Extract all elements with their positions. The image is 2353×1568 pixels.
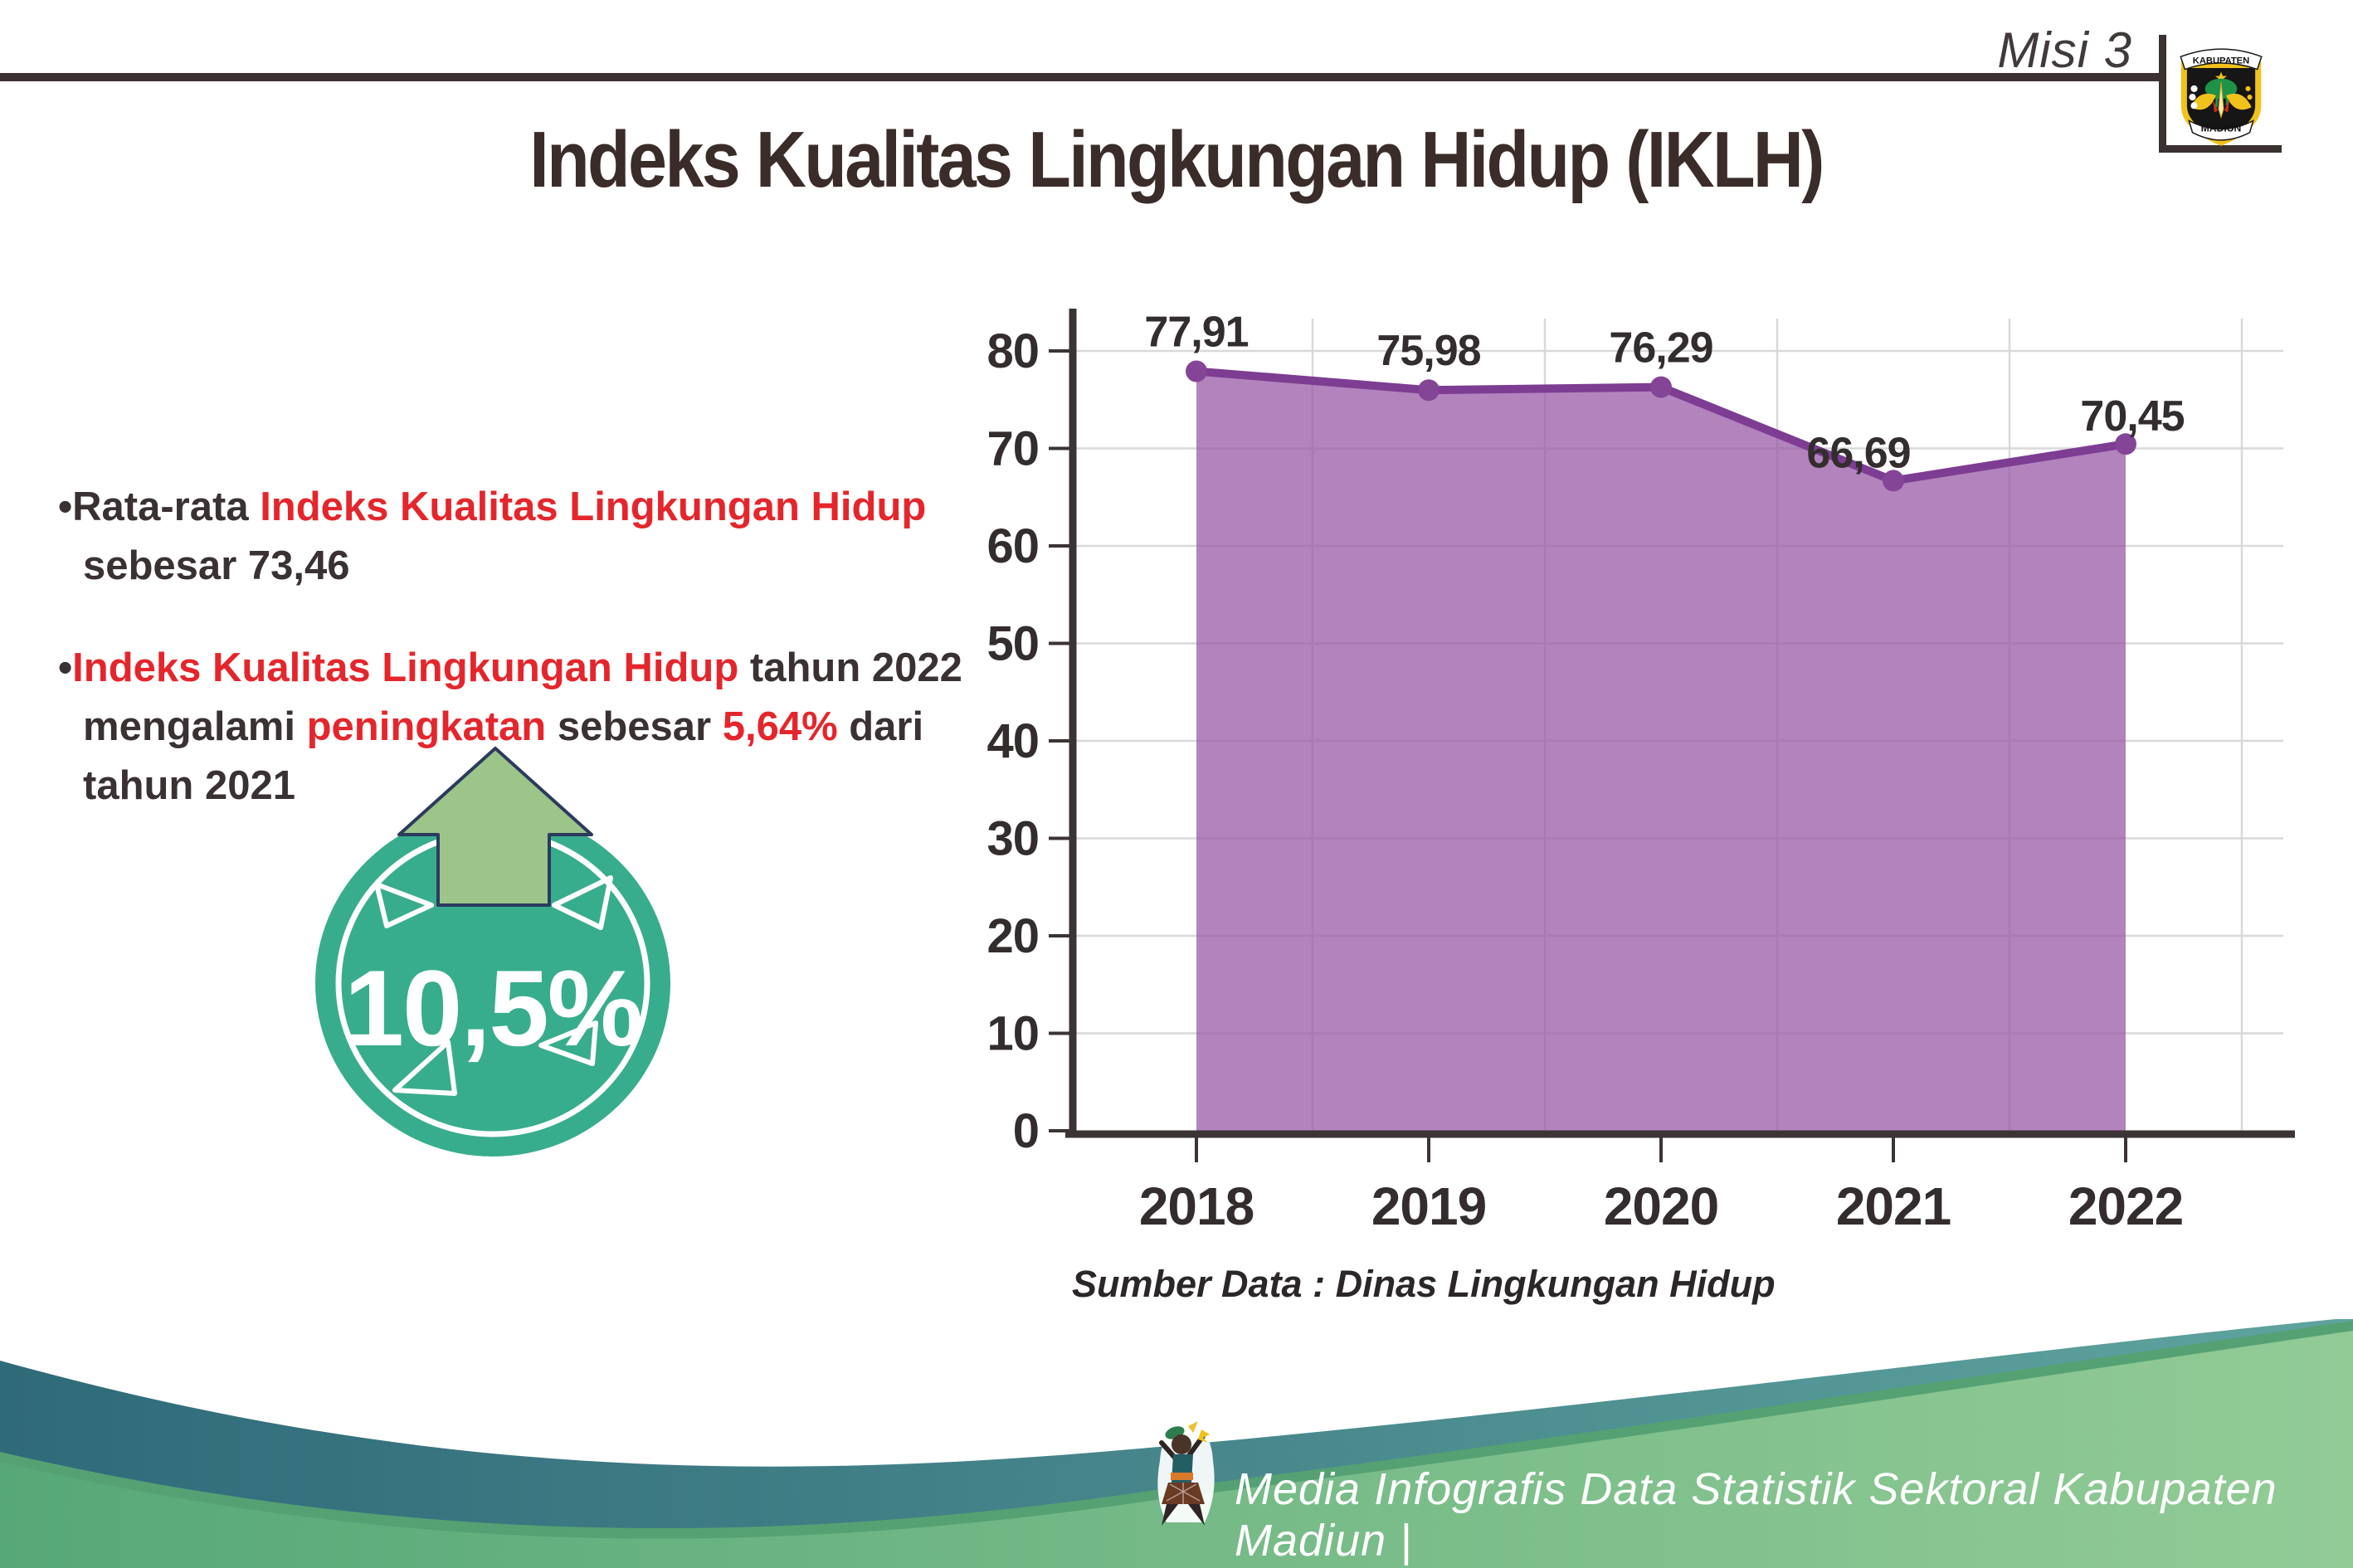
svg-text:2020: 2020: [1604, 1176, 1718, 1236]
header-rule: [0, 73, 2162, 81]
logo-top-banner: KABUPATEN: [2193, 56, 2249, 66]
insight-increase: •Indeks Kualitas Lingkungan Hidup tahun …: [58, 645, 962, 809]
svg-text:70: 70: [987, 422, 1039, 476]
svg-text:77,91: 77,91: [1144, 309, 1248, 357]
logo-bottom-banner: MADIUN: [2201, 123, 2242, 134]
iklh-area-chart: 0 10 20 30 40 50 60 70 80 2018 2019 2020 2021 2022 77,…: [987, 309, 2295, 1236]
increase-badge: 10,5%: [315, 747, 670, 1157]
insight-average: •Rata-rata Indeks Kualitas Lingkungan Hi…: [58, 485, 927, 589]
svg-text:10: 10: [987, 1007, 1039, 1061]
insight-list: •Rata-rata Indeks Kualitas Lingkungan Hi…: [58, 478, 962, 816]
svg-text:76,29: 76,29: [1609, 324, 1712, 373]
svg-text:40: 40: [987, 714, 1039, 768]
svg-text:60: 60: [987, 519, 1039, 573]
svg-text:2021: 2021: [1836, 1176, 1951, 1236]
svg-text:2022: 2022: [2068, 1176, 2183, 1236]
chart-source-note: Sumber Data : Dinas Lingkungan Hidup: [1072, 1263, 1776, 1305]
svg-text:75,98: 75,98: [1376, 327, 1480, 375]
mission-label: Misi 3: [1997, 22, 2132, 78]
footer-wave-green: [0, 1331, 2353, 1568]
kabupaten-madiun-logo-icon: KABUPATEN MADIUN: [2180, 48, 2263, 146]
svg-text:50: 50: [987, 617, 1039, 671]
svg-text:66,69: 66,69: [1806, 429, 1910, 477]
svg-text:70,45: 70,45: [2080, 392, 2184, 441]
svg-text:30: 30: [987, 812, 1039, 866]
svg-text:2019: 2019: [1371, 1176, 1486, 1236]
svg-text:80: 80: [987, 324, 1039, 378]
logo-frame-horizontal: [2159, 145, 2282, 153]
svg-text:20: 20: [987, 909, 1039, 963]
page-title: Indeks Kualitas Lingkungan Hidup (IKLH): [529, 115, 1825, 204]
up-arrow-icon: [397, 747, 593, 907]
svg-text:0: 0: [1013, 1104, 1039, 1158]
badge-value: 10,5%: [344, 947, 642, 1069]
logo-frame-vertical: [2159, 35, 2166, 153]
footer-wave: [0, 1319, 2353, 1568]
footer-credit: Media Infografis Data Statistik Sektoral…: [1235, 1464, 2277, 1566]
svg-text:2018: 2018: [1139, 1176, 1254, 1236]
mascot-icon: [1157, 1421, 1215, 1526]
